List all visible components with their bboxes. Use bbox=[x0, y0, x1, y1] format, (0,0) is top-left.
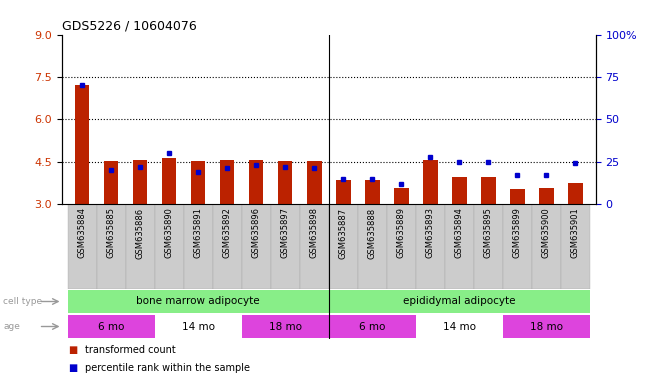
Text: GSM635888: GSM635888 bbox=[368, 207, 377, 258]
Bar bbox=[278, 161, 292, 204]
Bar bbox=[162, 158, 176, 204]
Text: cell type: cell type bbox=[3, 297, 42, 306]
Bar bbox=[532, 204, 561, 289]
Bar bbox=[155, 315, 242, 338]
Bar bbox=[394, 188, 409, 204]
Text: 18 mo: 18 mo bbox=[530, 321, 563, 331]
Text: percentile rank within the sample: percentile rank within the sample bbox=[85, 363, 249, 373]
Bar bbox=[387, 204, 416, 289]
Bar bbox=[329, 290, 590, 313]
Bar bbox=[68, 290, 329, 313]
Bar bbox=[416, 204, 445, 289]
Text: GSM635885: GSM635885 bbox=[107, 207, 116, 258]
Text: GDS5226 / 10604076: GDS5226 / 10604076 bbox=[62, 20, 197, 33]
Text: age: age bbox=[3, 322, 20, 331]
Bar bbox=[126, 204, 155, 289]
Text: transformed count: transformed count bbox=[85, 345, 175, 355]
Text: ■: ■ bbox=[68, 363, 77, 373]
Bar bbox=[336, 180, 350, 204]
Bar bbox=[481, 177, 495, 204]
Text: 6 mo: 6 mo bbox=[98, 321, 124, 331]
Bar bbox=[68, 204, 96, 289]
Text: 18 mo: 18 mo bbox=[269, 321, 301, 331]
Text: GSM635899: GSM635899 bbox=[513, 207, 522, 258]
Bar bbox=[307, 161, 322, 204]
Bar bbox=[191, 161, 206, 204]
Text: GSM635898: GSM635898 bbox=[310, 207, 319, 258]
Text: GSM635896: GSM635896 bbox=[252, 207, 260, 258]
Bar bbox=[452, 177, 467, 204]
Bar bbox=[133, 160, 147, 204]
Text: GSM635894: GSM635894 bbox=[455, 207, 464, 258]
Bar bbox=[96, 204, 126, 289]
Bar bbox=[155, 204, 184, 289]
Text: 14 mo: 14 mo bbox=[443, 321, 476, 331]
Bar bbox=[68, 315, 155, 338]
Bar bbox=[568, 183, 583, 204]
Bar bbox=[445, 204, 474, 289]
Text: epididymal adipocyte: epididymal adipocyte bbox=[403, 296, 516, 306]
Text: GSM635887: GSM635887 bbox=[339, 207, 348, 258]
Text: GSM635889: GSM635889 bbox=[397, 207, 406, 258]
Text: 6 mo: 6 mo bbox=[359, 321, 385, 331]
Bar bbox=[271, 204, 299, 289]
Bar bbox=[423, 160, 437, 204]
Text: GSM635901: GSM635901 bbox=[571, 207, 580, 258]
Bar bbox=[365, 180, 380, 204]
Bar bbox=[503, 315, 590, 338]
Bar bbox=[184, 204, 213, 289]
Text: GSM635893: GSM635893 bbox=[426, 207, 435, 258]
Text: 14 mo: 14 mo bbox=[182, 321, 215, 331]
Bar bbox=[242, 315, 329, 338]
Bar bbox=[299, 204, 329, 289]
Text: GSM635897: GSM635897 bbox=[281, 207, 290, 258]
Bar bbox=[561, 204, 590, 289]
Bar bbox=[474, 204, 503, 289]
Bar bbox=[416, 315, 503, 338]
Text: GSM635892: GSM635892 bbox=[223, 207, 232, 258]
Bar bbox=[503, 204, 532, 289]
Bar bbox=[539, 188, 553, 204]
Text: GSM635890: GSM635890 bbox=[165, 207, 174, 258]
Bar bbox=[510, 189, 525, 204]
Bar bbox=[358, 204, 387, 289]
Text: GSM635900: GSM635900 bbox=[542, 207, 551, 258]
Bar bbox=[220, 160, 234, 204]
Text: GSM635886: GSM635886 bbox=[135, 207, 145, 258]
Text: ■: ■ bbox=[68, 345, 77, 355]
Bar bbox=[329, 204, 358, 289]
Text: bone marrow adipocyte: bone marrow adipocyte bbox=[137, 296, 260, 306]
Text: GSM635884: GSM635884 bbox=[77, 207, 87, 258]
Text: GSM635895: GSM635895 bbox=[484, 207, 493, 258]
Bar bbox=[249, 160, 264, 204]
Bar bbox=[242, 204, 271, 289]
Bar bbox=[329, 315, 416, 338]
Bar bbox=[213, 204, 242, 289]
Text: GSM635891: GSM635891 bbox=[194, 207, 202, 258]
Bar bbox=[104, 161, 118, 204]
Bar bbox=[75, 85, 89, 204]
